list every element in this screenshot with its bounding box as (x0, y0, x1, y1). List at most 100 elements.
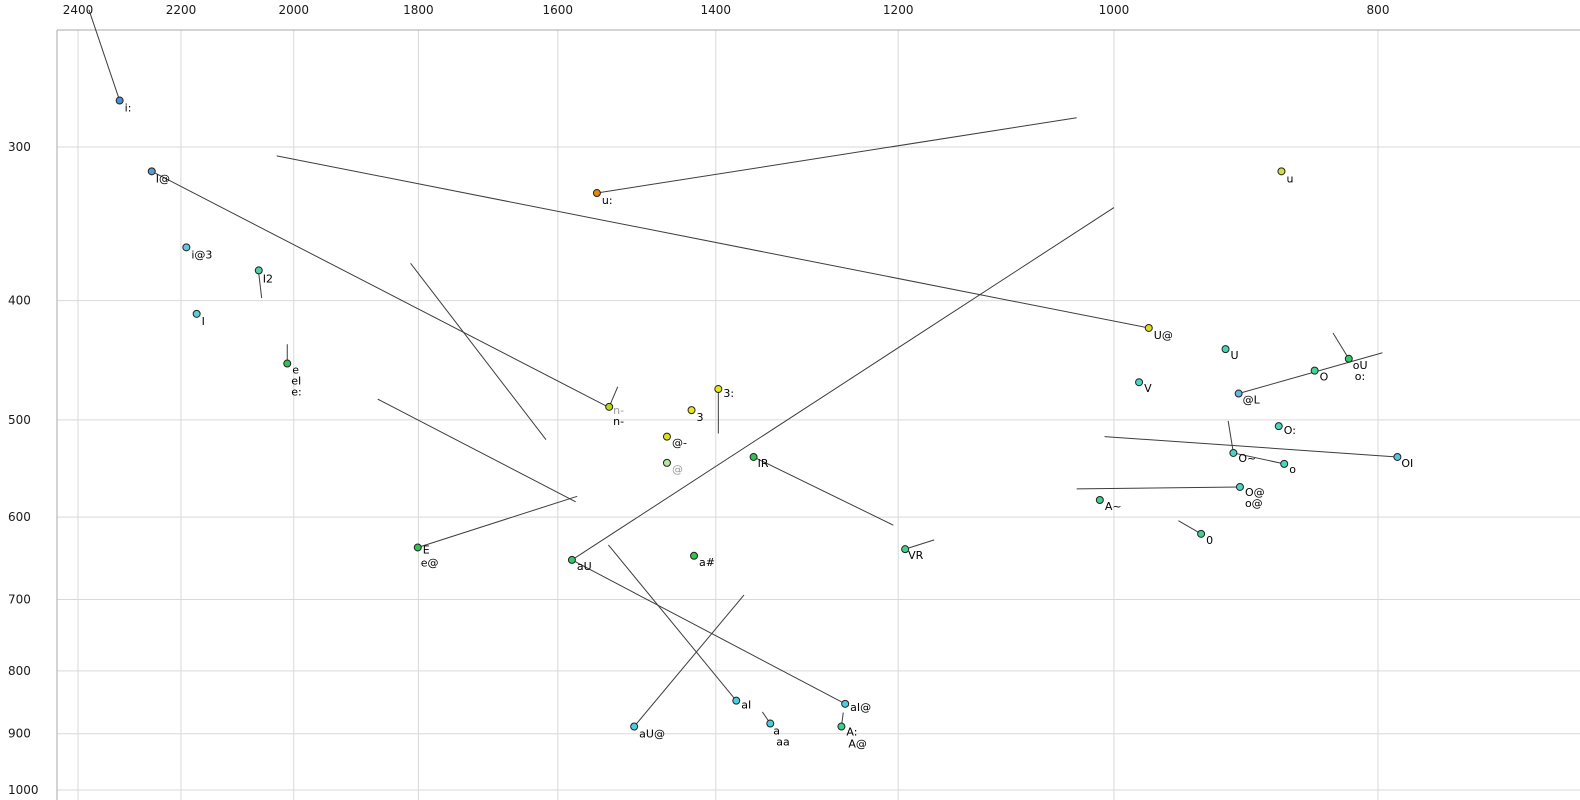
trajectory-line (276, 155, 1149, 329)
point-label: @L (1243, 394, 1261, 407)
trajectory-line (410, 263, 547, 441)
y-tick-label: 800 (8, 664, 31, 678)
point-label: OI (1401, 457, 1413, 470)
point-label: aI@ (850, 701, 871, 714)
x-tick-label: 1200 (883, 3, 914, 17)
data-point (837, 722, 846, 731)
y-tick-label: 500 (8, 413, 31, 427)
point-label: o@ (1245, 497, 1263, 510)
point-label: i@3 (191, 248, 212, 261)
data-point (1344, 354, 1353, 363)
point-label: O (1320, 371, 1329, 384)
trajectory-line (377, 398, 576, 503)
point-label: e: (291, 386, 301, 399)
y-tick-label: 700 (8, 593, 31, 607)
trajectory-line (1332, 332, 1350, 360)
point-label: VR (908, 549, 924, 562)
x-tick-label: 800 (1367, 3, 1390, 17)
point-label: A: (846, 726, 857, 739)
point-label: i: (125, 102, 132, 115)
data-point (662, 432, 671, 441)
point-label: A~ (1105, 500, 1122, 513)
trajectory-line (753, 456, 894, 526)
point-label: u: (602, 194, 613, 207)
data-point (1135, 378, 1144, 387)
point-label: I2 (263, 272, 273, 285)
data-point (1197, 529, 1206, 538)
trajectory-line (571, 559, 846, 705)
data-point (1095, 496, 1104, 505)
point-label: oU (1353, 359, 1368, 372)
point-label: 0 (1206, 534, 1213, 547)
point-label: o: (1355, 370, 1365, 383)
data-point (1235, 482, 1244, 491)
point-label: 3: (723, 387, 734, 400)
data-point (147, 167, 156, 176)
data-point (901, 545, 910, 554)
point-label: O: (1284, 424, 1296, 437)
data-point (182, 243, 191, 252)
x-tick-label: 1800 (403, 3, 434, 17)
point-label: U (1231, 349, 1239, 362)
trajectory-line (608, 544, 737, 702)
trajectory-line (1227, 420, 1234, 454)
point-label: @- (672, 437, 687, 450)
point-label: O~ (1238, 452, 1256, 465)
data-point (841, 699, 850, 708)
trajectory-line (151, 170, 611, 409)
point-label: a# (699, 556, 715, 569)
trajectory-line (633, 594, 745, 727)
point-label: aa (776, 736, 789, 749)
data-point (749, 452, 758, 461)
point-label: n- (613, 415, 624, 428)
point-label: e@ (421, 556, 439, 569)
point-label: @ (672, 463, 683, 476)
trajectory-line (904, 539, 935, 550)
trajectory-line (417, 495, 578, 548)
data-point (1221, 345, 1230, 354)
point-label: I@ (156, 172, 170, 185)
data-point (662, 458, 671, 467)
point-label: eI (291, 375, 301, 388)
data-point (1144, 323, 1153, 332)
point-label: 3 (697, 411, 704, 424)
trajectory-line (88, 9, 121, 101)
x-tick-label: 2400 (63, 3, 94, 17)
point-label: V (1144, 382, 1152, 395)
y-tick-label: 400 (8, 294, 31, 308)
trajectory-line (258, 273, 263, 299)
point-label: n- (613, 404, 624, 417)
data-point (630, 722, 639, 731)
point-label: e (292, 364, 299, 377)
data-point (714, 385, 723, 394)
point-label: a (773, 725, 780, 738)
data-point (1310, 366, 1319, 375)
trajectory-line (1238, 352, 1383, 395)
point-label: U@ (1154, 329, 1173, 342)
point-label: E (423, 543, 430, 556)
data-point (687, 406, 696, 415)
data-point (192, 309, 201, 318)
x-tick-label: 1600 (543, 3, 574, 17)
data-point (413, 543, 422, 552)
data-point (283, 359, 292, 368)
x-tick-label: 1000 (1099, 3, 1130, 17)
point-label: aI (741, 699, 751, 712)
trajectory-line (1233, 452, 1285, 465)
y-tick-label: 300 (8, 140, 31, 154)
y-tick-label: 900 (8, 727, 31, 741)
data-point (115, 96, 124, 105)
point-label: u (1286, 172, 1293, 185)
x-tick-label: 1400 (701, 3, 732, 17)
data-point (567, 555, 576, 564)
point-label: aU@ (639, 728, 665, 741)
data-point (1277, 167, 1286, 176)
point-label: o (1289, 463, 1296, 476)
point-label: A@ (848, 738, 867, 751)
data-point (1234, 389, 1243, 398)
data-point (766, 719, 775, 728)
data-point (1280, 459, 1289, 468)
x-tick-label: 2000 (278, 3, 309, 17)
